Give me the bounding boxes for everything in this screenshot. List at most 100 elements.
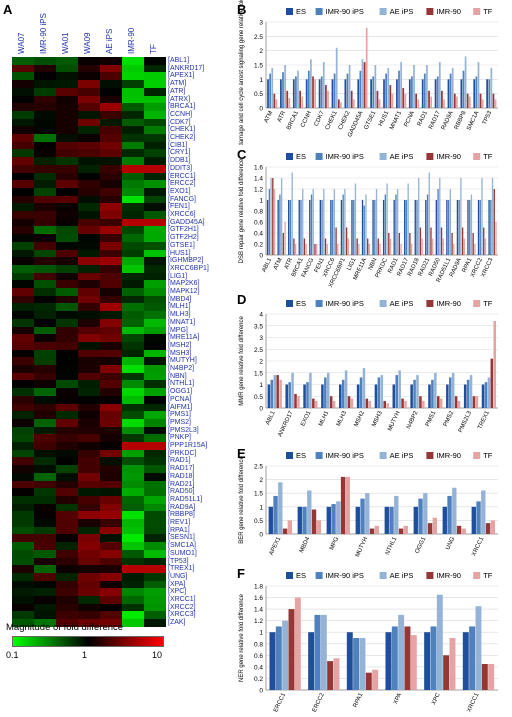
bar (458, 200, 460, 255)
bar (359, 638, 366, 690)
bar (291, 172, 293, 255)
heatmap-cell (34, 534, 56, 543)
heatmap-cell (100, 534, 122, 543)
heatmap-column-header: IMR-90 iPS (39, 13, 48, 54)
bar (358, 244, 360, 255)
bar (305, 244, 307, 255)
heatmap-cell (144, 264, 166, 273)
heatmap-cell (122, 126, 144, 135)
heatmap-cell (122, 365, 144, 373)
bar (452, 487, 457, 534)
legend-swatch (473, 153, 481, 160)
bar (273, 375, 276, 408)
y-axis-label: BER gene relative fold difference (239, 456, 245, 544)
heatmap-gene-label: [MNAT1] (168, 318, 196, 326)
heatmap-cell (144, 488, 166, 497)
bar (396, 79, 398, 108)
bar (434, 79, 437, 108)
bar (448, 377, 452, 408)
bar (424, 632, 431, 690)
heatmap-cell (34, 64, 56, 73)
heatmap-cell (144, 426, 166, 435)
heatmap-cell (56, 603, 78, 612)
bar (461, 528, 466, 534)
panel-label-a: A (3, 2, 13, 17)
bar (336, 501, 341, 534)
heatmap-cell (122, 241, 144, 250)
bar (297, 506, 302, 534)
heatmap-cell (100, 80, 122, 89)
heatmap-cell (12, 426, 34, 435)
bar (325, 85, 327, 108)
heatmap-cell (34, 549, 56, 558)
heatmap-cell (100, 341, 122, 350)
x-tick-label: SMC1A (466, 110, 480, 131)
bar (289, 200, 292, 255)
heatmap-cell (12, 288, 34, 296)
heatmap-cell (144, 295, 166, 304)
heatmap-cell (78, 395, 100, 404)
heatmap-cell (34, 57, 56, 65)
chart-b-dna-damage: ES IMR-90 iPS AE iPS IMR-90 TF 0 0.5 1 1.5 2 2.5 3 D… (239, 0, 498, 145)
bar (374, 384, 378, 408)
heatmap-cell (122, 526, 144, 535)
bar (395, 375, 398, 408)
heatmap-cell (122, 380, 144, 389)
heatmap-gene-label: [PMS1] (168, 411, 191, 419)
heatmap-cell (100, 180, 122, 189)
legend-swatch (286, 153, 293, 160)
heatmap-cell (100, 149, 122, 158)
heatmap-gene-label: [BRCA1] (168, 103, 196, 111)
bar (365, 672, 372, 690)
y-tick-label: 1.5 (254, 63, 263, 70)
heatmap-gene-label: [SMC1A] (168, 542, 197, 550)
x-tick-label: ANKRD17 (277, 410, 294, 438)
bar (468, 96, 471, 108)
bar (441, 90, 443, 108)
heatmap-gene-label: [DDB1] (168, 157, 191, 165)
heatmap-gene-label: [MSH2] (168, 341, 192, 349)
bar (430, 96, 432, 108)
bar (310, 59, 312, 108)
bar (348, 65, 351, 108)
bar (279, 379, 282, 408)
heatmap-gene-label: [IGHMBP2] (168, 257, 204, 265)
heatmap-cell (100, 411, 122, 420)
legend-label: TF (483, 571, 493, 580)
heatmap-gene-label: [AIFM1] (168, 403, 193, 411)
heatmap-cell (34, 180, 56, 189)
bar (493, 321, 496, 408)
bar (383, 400, 386, 408)
heatmap-cell (122, 203, 144, 212)
heatmap-cell (100, 87, 122, 96)
heatmap-cell (12, 141, 34, 150)
bar (375, 189, 378, 255)
bar (449, 73, 452, 108)
heatmap-gene-label: [RAD9A] (168, 503, 196, 511)
legend-label: ES (296, 7, 306, 16)
heatmap-gene-label: [MBD4] (168, 295, 192, 303)
heatmap-cell (34, 619, 56, 628)
bar (460, 178, 462, 255)
bar (462, 632, 469, 690)
bar (356, 384, 360, 408)
heatmap-cell (12, 449, 34, 458)
heatmap-cell (56, 542, 78, 551)
bar (351, 200, 353, 255)
bar (346, 73, 349, 108)
y-tick-label: 0.5 (254, 394, 263, 401)
bar (345, 227, 348, 255)
heatmap-cell (12, 234, 34, 243)
bar (485, 523, 491, 534)
panel-label-e: E (237, 446, 246, 461)
heatmap-cell (144, 187, 166, 196)
heatmap-gene-label: [PNKP] (168, 434, 191, 442)
legend-label: IMR-90 (436, 571, 461, 580)
heatmap-cell (100, 380, 122, 389)
heatmap-cell (100, 357, 122, 366)
heatmap-cell (100, 318, 122, 327)
bar (345, 476, 350, 534)
heatmap-gene-label: [FANCG] (168, 195, 197, 203)
bar (335, 227, 337, 255)
bar (321, 200, 323, 255)
